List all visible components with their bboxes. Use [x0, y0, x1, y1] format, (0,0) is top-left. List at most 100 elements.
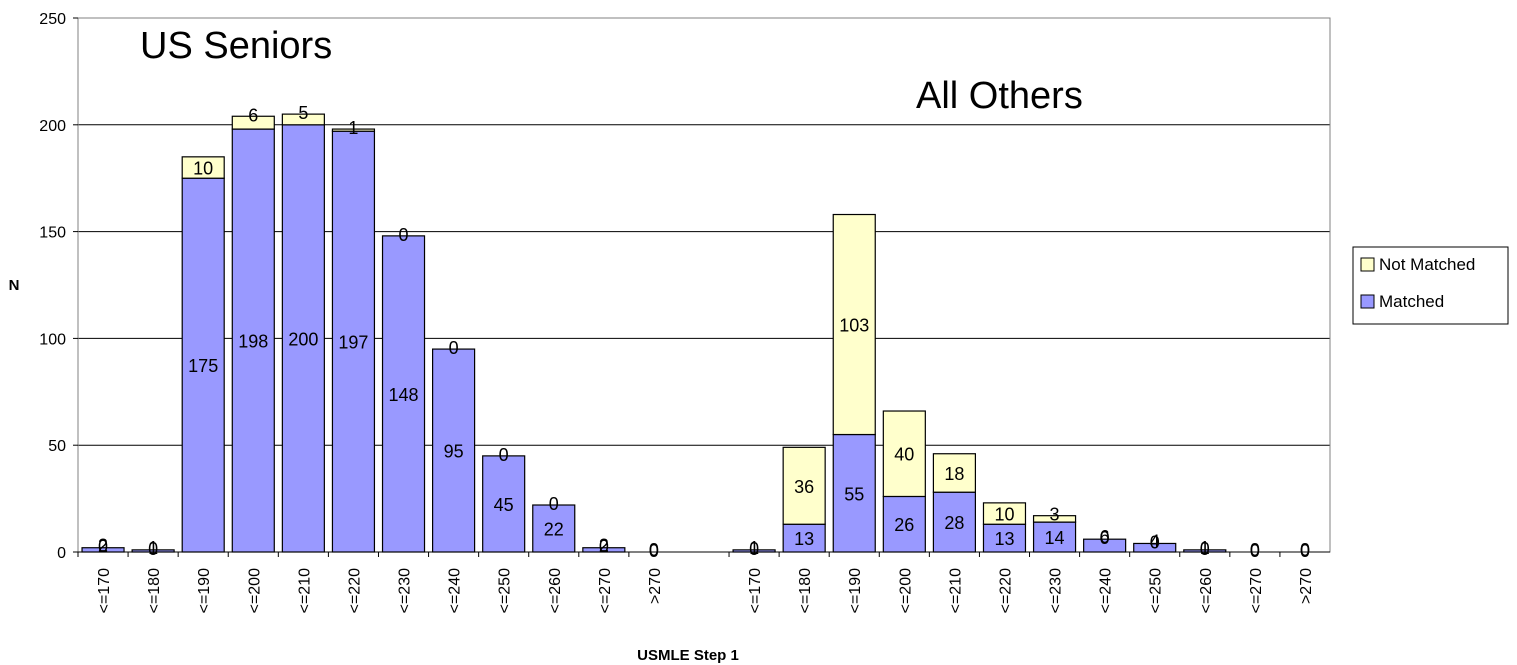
- x-tick-label: <=230: [397, 568, 414, 613]
- legend-swatch: [1360, 257, 1375, 272]
- data-label-matched: 1: [1200, 538, 1210, 558]
- y-tick-label: 0: [57, 545, 66, 562]
- bar-not-matched: [882, 410, 926, 498]
- x-tick-label: >270: [1298, 568, 1315, 604]
- bar-matched: [381, 235, 426, 553]
- bar-matched: [532, 504, 576, 553]
- bar-matched: [281, 124, 325, 553]
- data-label-not-matched: 0: [499, 445, 509, 465]
- data-label-matched: 0: [649, 540, 659, 560]
- x-tick-label: <=250: [497, 568, 514, 613]
- bar-not-matched: [1032, 515, 1077, 523]
- data-label-matched: 2: [599, 536, 609, 556]
- data-label-not-matched: 0: [1300, 541, 1310, 561]
- x-tick-label: <=220: [346, 568, 363, 613]
- data-label-matched: 198: [238, 332, 268, 352]
- data-label-not-matched: 0: [549, 494, 559, 514]
- x-tick-label: >270: [647, 568, 664, 604]
- bar-matched: [732, 549, 776, 553]
- data-label-not-matched: 0: [649, 541, 659, 561]
- y-tick-label: 250: [39, 11, 66, 28]
- y-tick-label: 50: [48, 438, 66, 455]
- group-label-us-seniors: US Seniors: [140, 25, 332, 67]
- x-tick-label: <=270: [1248, 568, 1265, 613]
- data-label-matched: 14: [1045, 528, 1065, 548]
- data-label-matched: 95: [444, 442, 464, 462]
- y-axis-title: N: [9, 277, 20, 294]
- data-label-not-matched: 0: [98, 537, 108, 557]
- x-tick-label: <=180: [146, 568, 163, 613]
- x-tick-label: <=170: [96, 568, 113, 613]
- group-labels: US Seniors All Others: [140, 25, 1083, 117]
- bar-matched: [582, 547, 626, 553]
- bar-not-matched: [782, 446, 826, 525]
- data-label-not-matched: 40: [894, 445, 914, 465]
- bar-not-matched: [932, 453, 977, 493]
- bar-matched: [482, 455, 526, 553]
- data-label-not-matched: 0: [1100, 528, 1110, 548]
- legend-box: [1352, 246, 1509, 325]
- legend: Not Matched Matched: [1352, 246, 1509, 325]
- data-label-matched: 1: [148, 538, 158, 558]
- data-label-not-matched: 0: [1250, 541, 1260, 561]
- data-label-matched: 200: [288, 329, 318, 349]
- legend-label: Not Matched: [1379, 255, 1475, 274]
- bar-matched: [1083, 538, 1127, 553]
- data-label-matched: 13: [794, 529, 814, 549]
- data-label-matched: 22: [544, 520, 564, 540]
- data-label-not-matched: 0: [749, 539, 759, 559]
- data-label-matched: 0: [1300, 540, 1310, 560]
- legend-label: Matched: [1379, 292, 1444, 311]
- data-label-matched: 6: [1100, 527, 1110, 547]
- data-label-not-matched: 0: [449, 338, 459, 358]
- y-tick-label: 200: [39, 118, 66, 135]
- data-label-not-matched: 0: [399, 225, 409, 245]
- x-tick-label: <=220: [997, 568, 1014, 613]
- bar-matched: [81, 547, 125, 553]
- x-tick-label: <=180: [797, 568, 814, 613]
- data-label-not-matched: 0: [599, 537, 609, 557]
- x-tick-label: <=200: [897, 568, 914, 613]
- data-label-matched: 45: [494, 495, 514, 515]
- data-label-matched: 148: [388, 385, 418, 405]
- data-label-matched: 28: [944, 513, 964, 533]
- data-label-not-matched: 0: [148, 539, 158, 559]
- bar-not-matched: [832, 213, 876, 436]
- y-tick-label: 150: [39, 225, 66, 242]
- bar-matched: [331, 130, 376, 553]
- data-label-matched: 0: [1250, 540, 1260, 560]
- data-label-matched: 197: [338, 333, 368, 353]
- bar-matched: [1183, 549, 1227, 553]
- data-label-matched: 26: [894, 515, 914, 535]
- data-label-not-matched: 6: [248, 105, 258, 125]
- bar-matched: [1133, 542, 1177, 553]
- data-label-not-matched: 18: [944, 464, 964, 484]
- bar-matched: [882, 495, 926, 553]
- data-label-not-matched: 103: [839, 316, 869, 336]
- data-label-matched: 4: [1150, 531, 1160, 551]
- x-tick-label: <=190: [196, 568, 213, 613]
- legend-swatch: [1360, 294, 1375, 309]
- x-tick-label: <=230: [1048, 568, 1065, 613]
- x-tick-label: <=250: [1148, 568, 1165, 613]
- x-axis-title: USMLE Step 1: [637, 647, 739, 664]
- bar-matched: [832, 433, 876, 553]
- bar-not-matched: [982, 502, 1027, 525]
- data-label-not-matched: 1: [348, 118, 358, 138]
- bar-not-matched: [281, 113, 325, 126]
- bar-not-matched: [181, 156, 225, 179]
- x-tick-label: <=240: [447, 568, 464, 613]
- data-label-not-matched: 10: [994, 505, 1014, 525]
- bar-matched: [231, 128, 275, 553]
- bar-matched: [432, 348, 476, 553]
- x-tick-label: <=270: [597, 568, 614, 613]
- x-tick-label: <=170: [747, 568, 764, 613]
- bar-matched: [131, 549, 175, 553]
- x-tick-label: <=260: [547, 568, 564, 613]
- x-tick-label: <=210: [947, 568, 964, 613]
- x-axis-ticks: <=170 <=180 <=190 <=200 <=210 <=220 <=230 <=240…: [77, 552, 1315, 613]
- data-label-not-matched: 0: [1200, 539, 1210, 559]
- group-label-all-others: All Others: [916, 75, 1083, 117]
